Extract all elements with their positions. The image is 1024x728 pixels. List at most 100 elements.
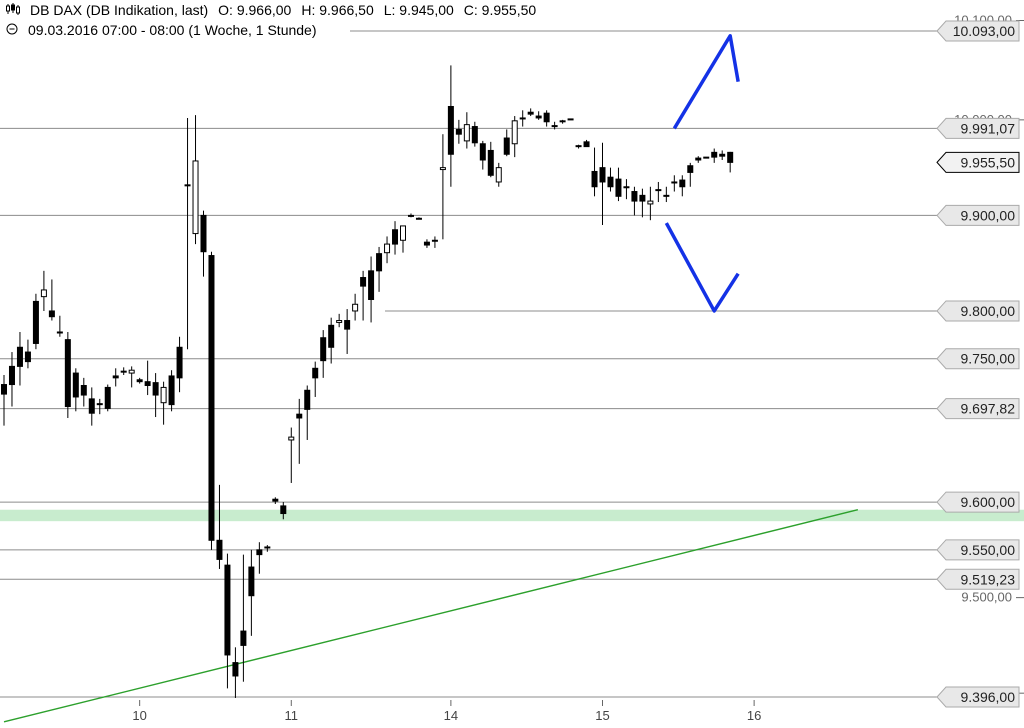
level-label-box bbox=[936, 539, 1020, 561]
candle-body bbox=[288, 436, 295, 441]
candle-body bbox=[176, 346, 183, 379]
candle-body bbox=[392, 229, 399, 245]
candle-body bbox=[272, 498, 279, 502]
candle-body bbox=[16, 346, 23, 367]
period-text: 09.03.2016 07:00 - 08:00 (1 Woche, 1 Stu… bbox=[28, 22, 317, 38]
candle-body bbox=[543, 112, 550, 123]
candle-body bbox=[655, 189, 662, 192]
open-value: O: 9.966,00 bbox=[218, 2, 292, 18]
candle-body bbox=[344, 320, 351, 330]
level-label: 9.600,00 bbox=[936, 491, 1020, 513]
candle-body bbox=[599, 167, 606, 183]
level-label: 9.550,00 bbox=[936, 539, 1020, 561]
level-label: 9.900,00 bbox=[936, 204, 1020, 226]
candle-body bbox=[120, 370, 127, 373]
candle-body bbox=[623, 186, 630, 189]
level-label-box bbox=[936, 151, 1020, 173]
level-label-box bbox=[936, 686, 1020, 708]
candle-body bbox=[463, 124, 470, 142]
candle-body bbox=[40, 289, 47, 298]
level-label-box bbox=[936, 348, 1020, 370]
chart-header-line2: 09.03.2016 07:00 - 08:00 (1 Woche, 1 Stu… bbox=[6, 22, 327, 38]
candle-body bbox=[431, 239, 438, 242]
candle-body bbox=[192, 160, 199, 235]
level-label-text: 9.697,82 bbox=[961, 401, 1016, 417]
candle-body bbox=[264, 546, 271, 549]
candle-body bbox=[72, 372, 79, 398]
candle-body bbox=[88, 398, 95, 414]
level-label-text: 9.991,07 bbox=[961, 120, 1016, 136]
candle-body bbox=[56, 331, 63, 334]
candle-body bbox=[168, 375, 175, 406]
candle-body bbox=[64, 339, 71, 408]
support-zone bbox=[0, 509, 1024, 522]
level-label: 9.396,00 bbox=[936, 686, 1020, 708]
scenario-up-arrow bbox=[672, 34, 740, 130]
candle-body bbox=[104, 386, 111, 409]
low-value: L: 9.945,00 bbox=[383, 2, 454, 18]
level-label: 9.697,82 bbox=[936, 398, 1020, 420]
level-label-box bbox=[936, 20, 1020, 42]
candle-body bbox=[719, 153, 726, 157]
x-tick-label: 11 bbox=[285, 708, 299, 723]
candle-body bbox=[527, 111, 534, 115]
trendline bbox=[3, 509, 859, 723]
candle-body bbox=[240, 630, 247, 646]
candle-body bbox=[559, 120, 566, 123]
chart-header-line1: DB DAX (DB Indikation, last) O: 9.966,00 H… bbox=[6, 2, 546, 18]
level-label: 9.750,00 bbox=[936, 348, 1020, 370]
level-label: 10.093,00 bbox=[936, 20, 1020, 42]
level-label-text: 9.750,00 bbox=[961, 351, 1016, 367]
candle-body bbox=[615, 178, 622, 197]
x-tick-label: 10 bbox=[132, 708, 146, 723]
candle-body bbox=[280, 505, 287, 515]
candle-body bbox=[519, 117, 526, 120]
candle-body bbox=[216, 539, 223, 560]
level-label-text: 9.955,50 bbox=[961, 154, 1016, 170]
level-label-box bbox=[936, 204, 1020, 226]
candle-body bbox=[415, 217, 422, 220]
instrument-name: DB DAX (DB Indikation, last) bbox=[30, 2, 209, 18]
level-label-text: 9.396,00 bbox=[961, 689, 1016, 705]
candle-body bbox=[368, 270, 375, 301]
candle-body bbox=[296, 413, 303, 419]
level-label-text: 9.550,00 bbox=[961, 542, 1016, 558]
candle-body bbox=[551, 125, 558, 128]
candle-body bbox=[407, 214, 414, 217]
candle-body bbox=[687, 165, 694, 173]
candle-body bbox=[152, 382, 159, 396]
candle-body bbox=[679, 179, 686, 188]
candle-body bbox=[232, 662, 239, 677]
level-label-text: 9.900,00 bbox=[961, 207, 1016, 223]
candle-body bbox=[312, 367, 319, 379]
candle-body bbox=[503, 137, 510, 155]
candle-body bbox=[583, 141, 590, 148]
close-value: C: 9.955,50 bbox=[463, 2, 537, 18]
candle-body bbox=[32, 300, 39, 344]
candle-body bbox=[455, 128, 462, 135]
high-value: H: 9.966,50 bbox=[301, 2, 374, 18]
level-label-text: 9.600,00 bbox=[961, 494, 1016, 510]
x-tick-label: 16 bbox=[747, 708, 761, 723]
candle-body bbox=[8, 365, 15, 386]
candle-body bbox=[48, 310, 55, 318]
candle-body bbox=[384, 243, 391, 254]
candle-body bbox=[80, 384, 87, 396]
candle-body bbox=[639, 194, 646, 202]
candle-body bbox=[711, 151, 718, 158]
candlestick-chart-icon bbox=[6, 2, 20, 18]
x-tick-label: 14 bbox=[444, 708, 458, 723]
candle-body bbox=[727, 151, 734, 163]
candle-body bbox=[647, 200, 654, 205]
candle-body bbox=[479, 143, 486, 161]
candle-body bbox=[631, 191, 638, 202]
y-tick-label: 9.500,00 bbox=[961, 590, 1012, 605]
candle-body bbox=[128, 369, 135, 374]
candle-body bbox=[248, 566, 255, 597]
candle-body bbox=[336, 320, 343, 323]
candle-body bbox=[400, 225, 406, 241]
clock-icon bbox=[6, 22, 18, 38]
candle-body bbox=[535, 115, 542, 119]
level-label-text: 10.093,00 bbox=[953, 23, 1015, 39]
